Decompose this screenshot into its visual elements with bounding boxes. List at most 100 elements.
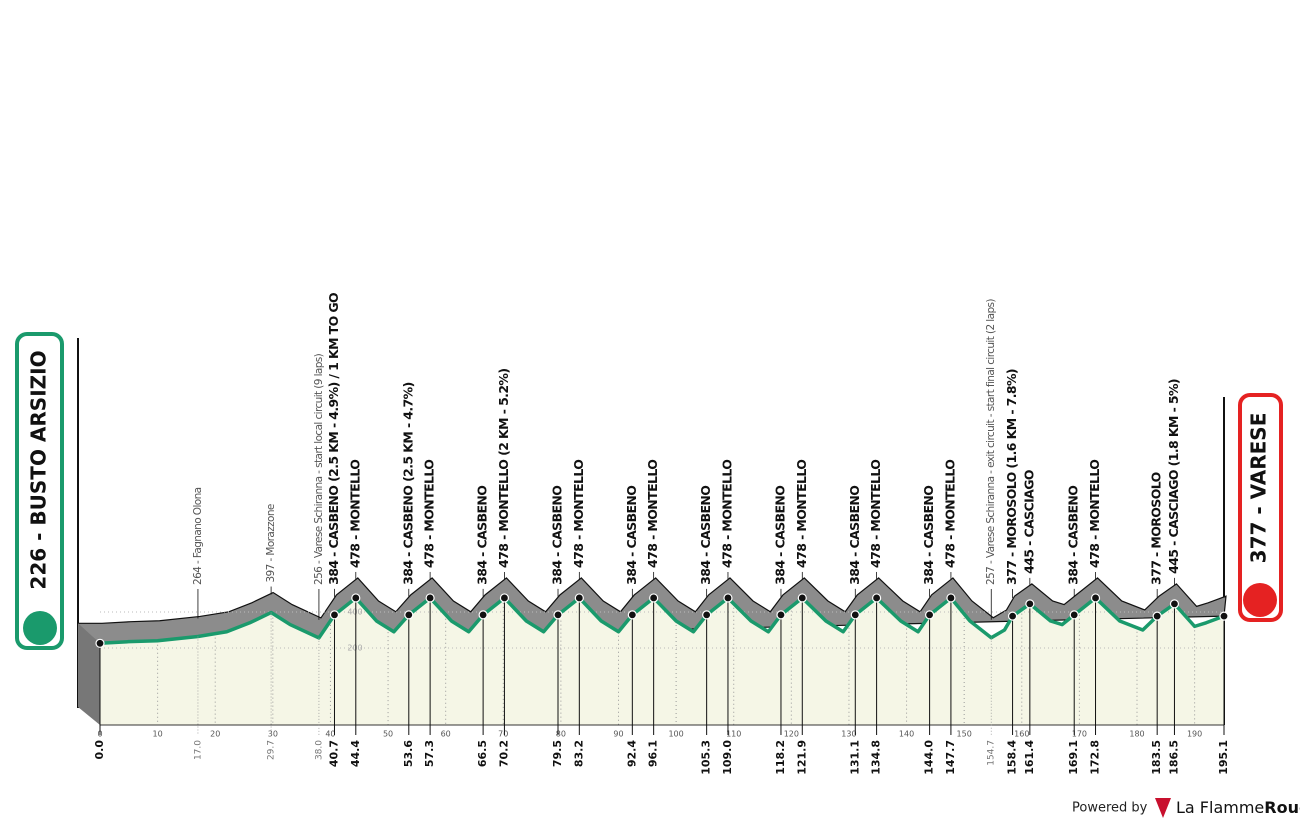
x-tick-label: 20 [210,730,220,739]
waypoint-label: 384 - CASBENO [1066,486,1081,585]
waypoint-km: 29.7 [267,740,277,760]
x-tick-label: 180 [1129,730,1144,739]
waypoint-km: 96.1 [647,740,660,767]
brand-bold: Rouge [1264,798,1300,817]
x-tick-label: 170 [1072,730,1087,739]
waypoint-label: 478 - MONTELLO [868,460,883,568]
x-tick-label: 100 [668,730,683,739]
waypoint-label: 478 - MONTELLO [347,460,362,568]
start-icon [23,611,57,645]
waypoint-dot [95,638,105,648]
x-tick-label: 30 [268,730,278,739]
waypoint-km: 92.4 [625,740,638,767]
waypoint-dot [925,610,935,620]
waypoint-label: 478 - MONTELLO [571,460,586,568]
x-tick-label: 10 [153,730,163,739]
waypoint-km: 131.1 [848,740,861,775]
waypoint-label: 384 - CASBENO (2.5 KM - 4.7%) [400,382,415,585]
waypoint-km: 195.1 [1217,740,1230,775]
waypoint-km: 144.0 [923,740,936,775]
waypoint-label: 257 - Varese Schiranna - exit circuit - … [985,299,997,585]
waypoint-label: 445 - CASCIAGO (1.8 KM - 5%) [1166,379,1181,574]
waypoint-dot [1219,611,1229,621]
waypoint-km: 183.5 [1150,740,1163,775]
waypoint-dot [553,610,563,620]
start-wedge [78,623,100,725]
waypoint-dot [1025,599,1035,609]
waypoint-dot [850,610,860,620]
finish-banner [1238,393,1283,622]
waypoint-label: 384 - CASBENO [772,486,787,585]
waypoint-dot [1007,611,1018,621]
waypoint-dot [329,610,340,620]
x-tick-label: 160 [1014,730,1029,739]
waypoint-label: 478 - MONTELLO [794,460,809,568]
waypoint-km: 0.0 [93,740,106,760]
x-tick-label: 60 [441,730,451,739]
waypoint-label: 384 - CASBENO [550,486,565,585]
x-tick-label: 70 [498,730,508,739]
x-tick-label: 50 [383,730,393,739]
brand: La FlammeRouge [1176,798,1300,817]
waypoint-dot [797,593,807,603]
waypoint-km: 158.4 [1006,740,1019,775]
waypoint-km: 147.7 [944,740,957,775]
x-tick-label: 40 [325,730,335,739]
waypoint-label: 478 - MONTELLO [645,460,660,568]
waypoint-dot [627,610,637,620]
x-tick-label: 110 [726,730,741,739]
waypoint-label: 445 - CASCIAGO [1021,470,1036,574]
waypoint-km: 172.8 [1089,740,1102,775]
x-tick-label: 130 [841,730,856,739]
waypoint-label: 377 - MOROSOLO (1.6 KM - 7.8%) [1004,369,1019,585]
waypoint-dot [478,610,488,620]
waypoint-label: 478 - MONTELLO (2 KM - 5.2%) [496,369,511,568]
x-tick-label: 140 [899,730,914,739]
waypoint-dot [351,593,361,603]
waypoint-dot [649,593,659,603]
start-label: 226 - BUSTO ARSIZIO [27,350,51,589]
x-tick-label: 150 [957,730,972,739]
waypoint-label: 256 - Varese Schiranna - start local cir… [313,353,325,585]
waypoint-km: 40.7 [327,740,340,767]
waypoint-dot [723,593,733,603]
waypoint-km: 161.4 [1023,740,1036,775]
y-tick-label: 400 [347,607,362,616]
waypoint-km: 169.1 [1067,740,1080,775]
waypoint-dot [1090,593,1101,603]
waypoint-km: 121.9 [795,740,808,775]
waypoint-dot [1152,611,1162,621]
waypoint-label: 384 - CASBENO [698,486,713,585]
waypoint-km: 66.5 [476,740,489,767]
waypoint-km: 109.0 [721,740,734,775]
waypoint-dot [872,593,882,603]
x-tick-label: 90 [613,730,623,739]
waypoint-dot [574,593,584,603]
waypoint-km: 118.2 [774,740,787,775]
waypoint-label: 384 - CASBENO [847,486,862,585]
profile-area [100,597,1224,725]
waypoint-dot [404,610,414,620]
waypoint-label: 397 - Morazzone [265,504,277,582]
waypoint-km: 57.3 [423,740,436,767]
waypoint-dot [1169,599,1180,609]
waypoint-km: 83.2 [572,740,585,767]
waypoint-dot [702,610,712,620]
waypoint-label: 264 - Fagnano Olona [192,487,204,585]
waypoint-km: 105.3 [700,740,713,775]
start-banner [15,332,64,650]
x-tick-label: 190 [1187,730,1202,739]
waypoint-dot [499,593,510,603]
waypoint-dot [946,593,956,603]
waypoint-label: 478 - MONTELLO [719,460,734,568]
waypoint-label: 478 - MONTELLO [942,460,957,568]
x-tick-label: 80 [556,730,566,739]
waypoint-label: 377 - MOROSOLO [1149,472,1164,585]
waypoint-km: 154.7 [987,740,997,766]
waypoint-label: 478 - MONTELLO [1087,460,1102,568]
waypoint-dot [425,593,435,603]
waypoint-label: 478 - MONTELLO [422,460,437,568]
waypoint-km: 53.6 [402,740,415,767]
brand-light: La Flamme [1176,798,1264,817]
x-tick-label: 120 [784,730,799,739]
